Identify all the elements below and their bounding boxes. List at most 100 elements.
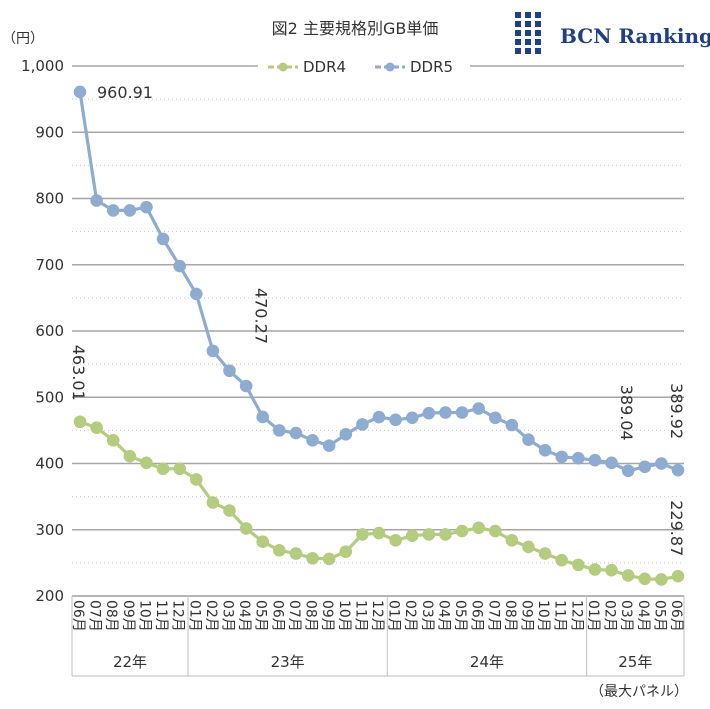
legend-marker-ddr4 xyxy=(278,62,288,72)
data-point-ddr4 xyxy=(671,569,685,583)
y-tick-label: 800 xyxy=(35,190,64,208)
data-point-ddr4 xyxy=(372,526,386,540)
legend-label-ddr5: DDR5 xyxy=(410,58,453,76)
x-tick-label: 10月 xyxy=(535,600,551,632)
data-label-ddr5: 960.91 xyxy=(97,83,153,102)
data-point-ddr4 xyxy=(256,535,270,548)
data-point-ddr5 xyxy=(439,406,452,419)
data-point-ddr5 xyxy=(256,410,270,424)
logo-square xyxy=(535,48,541,54)
x-tick-label: 01月 xyxy=(386,600,402,632)
y-tick-label: 700 xyxy=(35,256,64,274)
data-point-ddr4 xyxy=(156,462,170,476)
x-tick-label: 11月 xyxy=(352,600,368,632)
x-tick-label: 08月 xyxy=(303,600,319,632)
logo-square xyxy=(515,12,521,18)
data-point-ddr4 xyxy=(273,543,286,557)
data-point-ddr4 xyxy=(505,534,519,547)
x-tick-label: 05月 xyxy=(452,600,468,632)
legend-label-ddr4: DDR4 xyxy=(303,58,346,76)
data-point-ddr5 xyxy=(422,406,436,420)
data-point-ddr5 xyxy=(555,450,569,464)
y-axis-tick-labels: 200 300 400 500 600 700 800 900 1,000 xyxy=(21,57,64,605)
legend: DDR4 DDR5 xyxy=(258,56,470,78)
x-tick-label: 05月 xyxy=(253,600,269,632)
x-tick-label: 04月 xyxy=(635,600,651,632)
logo-square xyxy=(525,39,531,45)
series-lines xyxy=(73,85,685,586)
x-tick-label: 07月 xyxy=(485,600,501,632)
y-tick-label: 400 xyxy=(35,455,64,473)
x-tick-label: 09月 xyxy=(519,600,535,632)
data-point-ddr5 xyxy=(572,451,585,465)
chart-title: 図2 主要規格別GB単価 xyxy=(272,19,439,38)
bcn-logo: BCN Ranking xyxy=(515,12,710,54)
logo-square xyxy=(515,39,521,45)
logo-square xyxy=(525,30,531,36)
y-tick-label: 200 xyxy=(35,587,64,605)
data-point-ddr4 xyxy=(239,522,253,535)
data-point-ddr4 xyxy=(605,563,618,577)
data-point-ddr5 xyxy=(405,411,419,425)
x-tick-label: 01月 xyxy=(585,600,601,632)
data-point-ddr5 xyxy=(322,439,336,452)
x-tick-label: 12月 xyxy=(369,600,385,632)
data-point-ddr4 xyxy=(189,473,203,486)
data-point-ddr5 xyxy=(289,426,303,440)
y-tick-label: 500 xyxy=(35,388,64,406)
data-point-ddr4 xyxy=(638,572,652,586)
data-point-ddr5 xyxy=(123,204,137,217)
logo-square xyxy=(525,21,531,27)
data-point-ddr4 xyxy=(472,521,485,535)
data-label-ddr5: 470.27 xyxy=(252,288,271,344)
data-point-ddr4 xyxy=(655,573,668,586)
x-tick-label: 03月 xyxy=(220,600,236,632)
year-label: 23年 xyxy=(271,653,305,671)
data-labels: 960.91 463.01 229.87 470.27 389.04 389.92 xyxy=(69,83,686,556)
data-point-ddr5 xyxy=(140,200,153,214)
logo-square xyxy=(535,39,541,45)
data-point-ddr5 xyxy=(621,464,635,478)
year-label: 22年 xyxy=(113,653,147,671)
data-point-ddr5 xyxy=(106,204,120,217)
legend-marker-ddr5 xyxy=(385,62,395,72)
x-tick-label: 05月 xyxy=(651,600,667,632)
logo-square xyxy=(515,48,521,54)
x-tick-label: 11月 xyxy=(552,600,568,632)
data-point-ddr4 xyxy=(522,540,535,554)
data-point-ddr5 xyxy=(655,457,668,470)
y-axis-unit-label: （円） xyxy=(2,31,44,47)
series-line-ddr4 xyxy=(79,420,679,582)
legend-background xyxy=(258,56,470,78)
x-tick-label: 03月 xyxy=(419,600,435,632)
x-tick-label: 04月 xyxy=(236,600,252,632)
data-point-ddr5 xyxy=(588,453,602,467)
data-point-ddr5 xyxy=(389,413,402,427)
x-tick-label: 02月 xyxy=(203,600,219,632)
y-tick-label: 1,000 xyxy=(21,57,64,75)
data-point-ddr5 xyxy=(339,428,353,441)
data-point-ddr4 xyxy=(621,569,635,582)
data-point-ddr5 xyxy=(206,344,220,358)
x-axis: 06月 07月 08月 09月 10月 11月 12月 01月 02月 03月 04月 05月 06月 0… xyxy=(70,595,685,677)
logo-square xyxy=(535,21,541,27)
data-point-ddr4 xyxy=(123,449,137,463)
x-tick-label: 09月 xyxy=(319,600,335,632)
y-tick-label: 300 xyxy=(35,521,64,539)
data-label-ddr4: 229.87 xyxy=(667,500,686,556)
data-point-ddr4 xyxy=(306,551,319,565)
x-tick-label: 07月 xyxy=(87,600,103,632)
logo-square xyxy=(525,48,531,54)
year-label: 25年 xyxy=(618,653,652,671)
x-tick-label: 06月 xyxy=(70,600,86,632)
logo-square xyxy=(535,30,541,36)
data-point-ddr4 xyxy=(173,462,186,476)
data-label-ddr4: 463.01 xyxy=(69,345,88,401)
x-tick-label: 12月 xyxy=(170,600,186,632)
data-point-ddr4 xyxy=(405,529,419,543)
data-point-ddr4 xyxy=(322,552,336,566)
data-point-ddr4 xyxy=(588,563,602,576)
x-tick-label: 08月 xyxy=(103,600,119,632)
data-point-ddr5 xyxy=(189,287,203,301)
